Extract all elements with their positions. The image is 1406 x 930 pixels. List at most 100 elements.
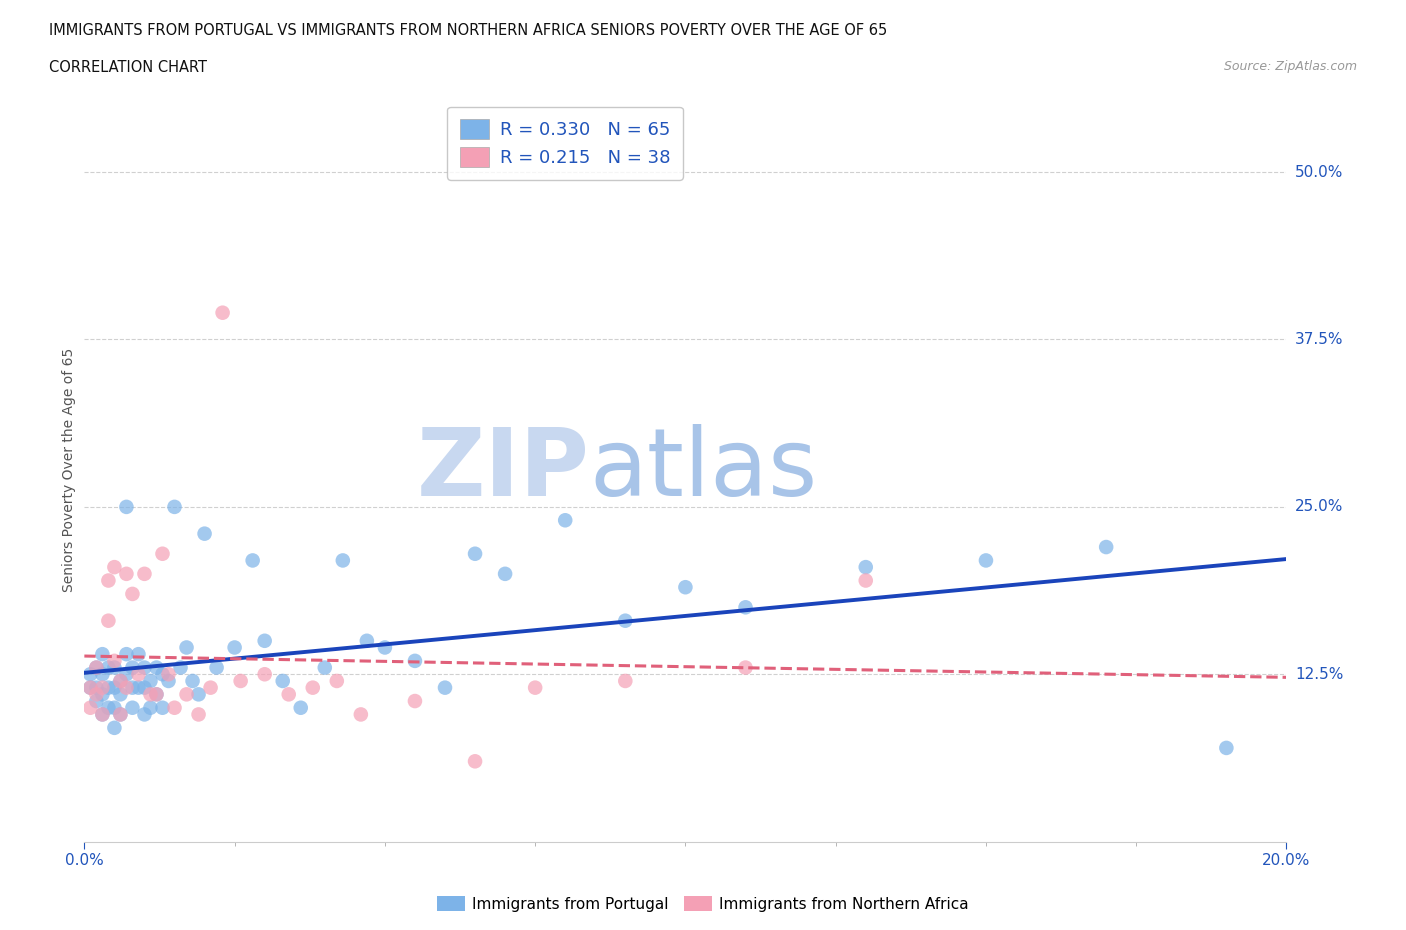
Point xyxy=(169,660,191,675)
Point xyxy=(163,499,186,514)
Point xyxy=(86,694,108,709)
Point xyxy=(110,707,132,722)
Point xyxy=(404,654,426,669)
Point xyxy=(271,673,294,688)
Point xyxy=(110,673,132,688)
Point xyxy=(211,305,233,320)
Point xyxy=(91,680,114,695)
Point xyxy=(194,526,217,541)
Point xyxy=(181,673,204,688)
Point xyxy=(404,694,426,709)
Legend: R = 0.330   N = 65, R = 0.215   N = 38: R = 0.330 N = 65, R = 0.215 N = 38 xyxy=(447,107,683,179)
Point xyxy=(110,687,132,702)
Legend: Immigrants from Portugal, Immigrants from Northern Africa: Immigrants from Portugal, Immigrants fro… xyxy=(432,889,974,918)
Text: ZIP: ZIP xyxy=(416,424,589,515)
Text: 12.5%: 12.5% xyxy=(1295,667,1343,682)
Point xyxy=(187,707,209,722)
Point xyxy=(326,673,349,688)
Point xyxy=(145,687,167,702)
Point xyxy=(224,640,246,655)
Point xyxy=(434,680,457,695)
Point xyxy=(163,700,186,715)
Point xyxy=(157,673,180,688)
Point xyxy=(139,673,162,688)
Point xyxy=(157,667,180,682)
Point xyxy=(91,707,114,722)
Point xyxy=(277,687,299,702)
Point xyxy=(103,721,125,736)
Point xyxy=(121,680,143,695)
Point xyxy=(134,660,156,675)
Point xyxy=(374,640,396,655)
Point xyxy=(115,499,138,514)
Point xyxy=(464,546,486,561)
Point xyxy=(115,667,138,682)
Point xyxy=(187,687,209,702)
Point xyxy=(79,680,101,695)
Text: 25.0%: 25.0% xyxy=(1295,499,1343,514)
Point xyxy=(139,700,162,715)
Point xyxy=(91,667,114,682)
Point xyxy=(97,613,120,628)
Point xyxy=(200,680,222,695)
Point xyxy=(229,673,252,688)
Point xyxy=(127,646,149,661)
Point xyxy=(103,680,125,695)
Point xyxy=(152,546,174,561)
Point xyxy=(115,680,138,695)
Point xyxy=(314,660,336,675)
Point xyxy=(139,687,162,702)
Point xyxy=(554,512,576,527)
Point xyxy=(103,660,125,675)
Point xyxy=(1095,539,1118,554)
Point xyxy=(110,707,132,722)
Point xyxy=(205,660,228,675)
Text: 50.0%: 50.0% xyxy=(1295,165,1343,179)
Point xyxy=(332,553,354,568)
Point xyxy=(301,680,323,695)
Point xyxy=(97,660,120,675)
Point xyxy=(91,646,114,661)
Point xyxy=(134,707,156,722)
Point xyxy=(79,667,101,682)
Point xyxy=(350,707,373,722)
Point xyxy=(145,660,167,675)
Point xyxy=(176,640,198,655)
Point xyxy=(152,667,174,682)
Y-axis label: Seniors Poverty Over the Age of 65: Seniors Poverty Over the Age of 65 xyxy=(62,348,76,591)
Point xyxy=(134,566,156,581)
Point xyxy=(494,566,516,581)
Point xyxy=(134,680,156,695)
Point xyxy=(91,687,114,702)
Point xyxy=(614,673,637,688)
Point xyxy=(855,560,877,575)
Point xyxy=(121,587,143,602)
Point xyxy=(152,700,174,715)
Point xyxy=(103,654,125,669)
Point xyxy=(145,687,167,702)
Point xyxy=(86,660,108,675)
Point xyxy=(127,667,149,682)
Point xyxy=(103,560,125,575)
Point xyxy=(253,633,276,648)
Text: 37.5%: 37.5% xyxy=(1295,332,1343,347)
Point xyxy=(974,553,997,568)
Text: atlas: atlas xyxy=(589,424,817,515)
Point xyxy=(127,680,149,695)
Point xyxy=(86,687,108,702)
Point xyxy=(675,579,697,594)
Point xyxy=(121,660,143,675)
Point xyxy=(1215,740,1237,755)
Text: IMMIGRANTS FROM PORTUGAL VS IMMIGRANTS FROM NORTHERN AFRICA SENIORS POVERTY OVER: IMMIGRANTS FROM PORTUGAL VS IMMIGRANTS F… xyxy=(49,23,887,38)
Point xyxy=(103,700,125,715)
Point xyxy=(614,613,637,628)
Point xyxy=(97,680,120,695)
Point xyxy=(91,707,114,722)
Point xyxy=(97,700,120,715)
Text: CORRELATION CHART: CORRELATION CHART xyxy=(49,60,207,75)
Point xyxy=(242,553,264,568)
Text: Source: ZipAtlas.com: Source: ZipAtlas.com xyxy=(1223,60,1357,73)
Point xyxy=(855,573,877,588)
Point xyxy=(356,633,378,648)
Point xyxy=(734,660,756,675)
